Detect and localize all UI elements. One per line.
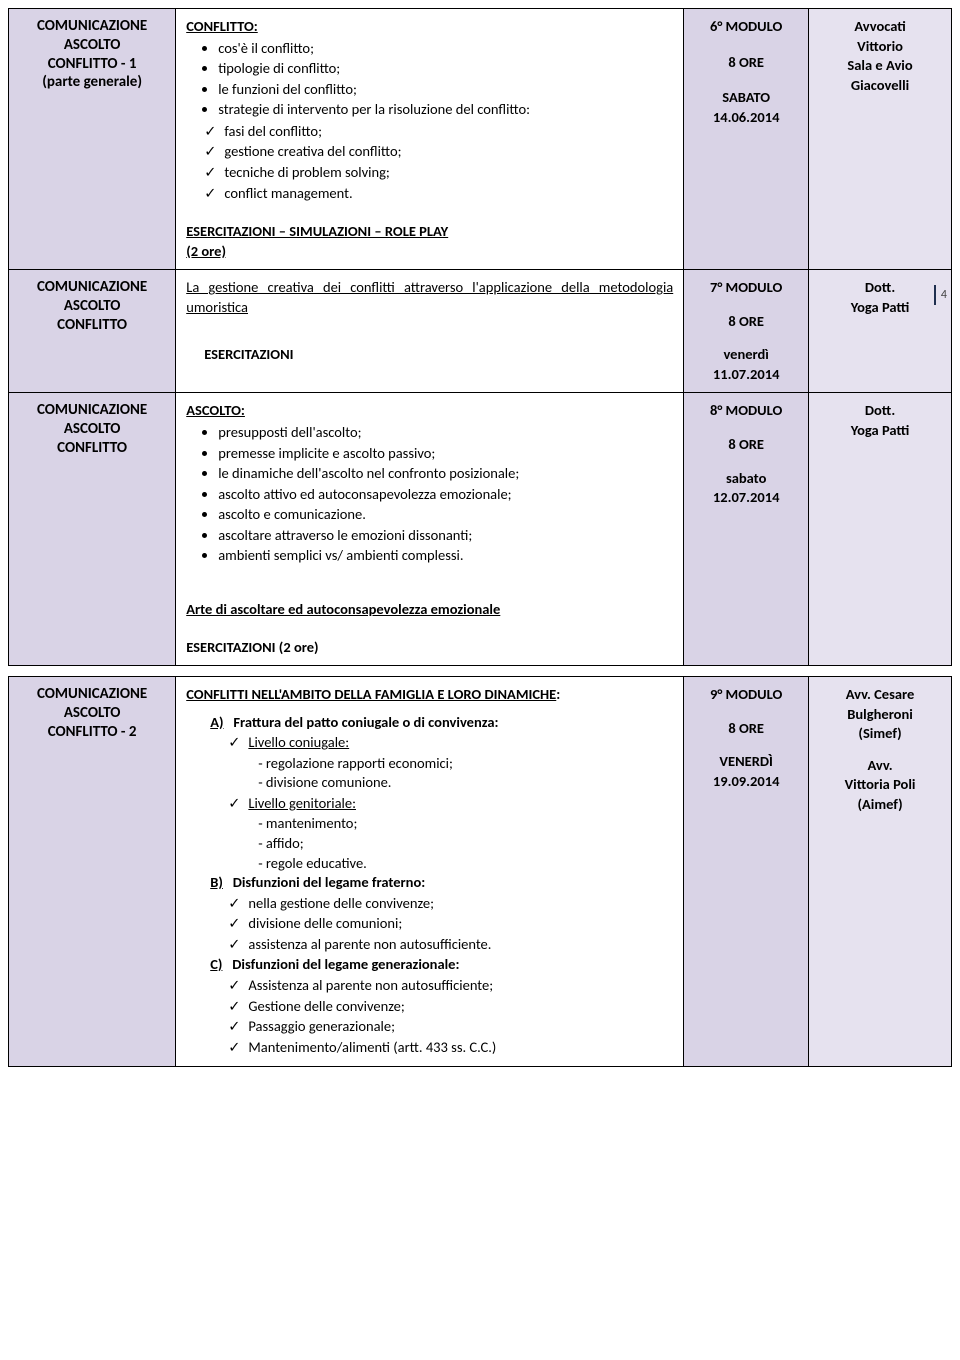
table-row: COMUNICAZIONEASCOLTOCONFLITTO La gestion… [9, 270, 952, 393]
table-1: COMUNICAZIONEASCOLTOCONFLITTO - 1(parte … [8, 8, 952, 666]
mod-cell: 9° MODULO 8 ORE VENERDÌ 19.09.2014 [684, 677, 809, 1067]
mid-cell: CONFLITTI NELL'AMBITO DELLA FAMIGLIA E L… [176, 677, 684, 1067]
table-gap [8, 666, 952, 676]
mod-cell: 8° MODULO 8 ORE sabato 12.07.2014 [684, 393, 809, 666]
table-2: COMUNICAZIONEASCOLTOCONFLITTO - 2 CONFLI… [8, 676, 952, 1067]
mid-cell: CONFLITTO: cos'è il conflitto; tipologie… [176, 9, 684, 270]
right-cell: AvvocatiVittorioSala e AvioGiacovelli [809, 9, 952, 270]
left-cell: COMUNICAZIONEASCOLTOCONFLITTO [9, 270, 176, 393]
right-cell: Dott.Yoga Patti [809, 393, 952, 666]
mod-cell: 7° MODULO 8 ORE venerdì 11.07.2014 [684, 270, 809, 393]
right-cell: Dott.Yoga Patti [809, 270, 952, 393]
mod-cell: 6° MODULO 8 ORE SABATO 14.06.2014 [684, 9, 809, 270]
page-number: 4 [934, 285, 952, 305]
right-cell: Avv. CesareBulgheroni(Simef)Avv.Vittoria… [809, 677, 952, 1067]
table-row: COMUNICAZIONEASCOLTOCONFLITTO ASCOLTO: p… [9, 393, 952, 666]
left-cell: COMUNICAZIONEASCOLTOCONFLITTO [9, 393, 176, 666]
table-row: COMUNICAZIONEASCOLTOCONFLITTO - 2 CONFLI… [9, 677, 952, 1067]
page: 4 COMUNICAZIONEASCOLTOCONFLITTO - 1(part… [8, 8, 952, 1067]
left-cell: COMUNICAZIONEASCOLTOCONFLITTO - 2 [9, 677, 176, 1067]
mid-cell: ASCOLTO: presupposti dell'ascolto; preme… [176, 393, 684, 666]
mid-cell: La gestione creativa dei conflitti attra… [176, 270, 684, 393]
left-cell: COMUNICAZIONEASCOLTOCONFLITTO - 1(parte … [9, 9, 176, 270]
table-row: COMUNICAZIONEASCOLTOCONFLITTO - 1(parte … [9, 9, 952, 270]
